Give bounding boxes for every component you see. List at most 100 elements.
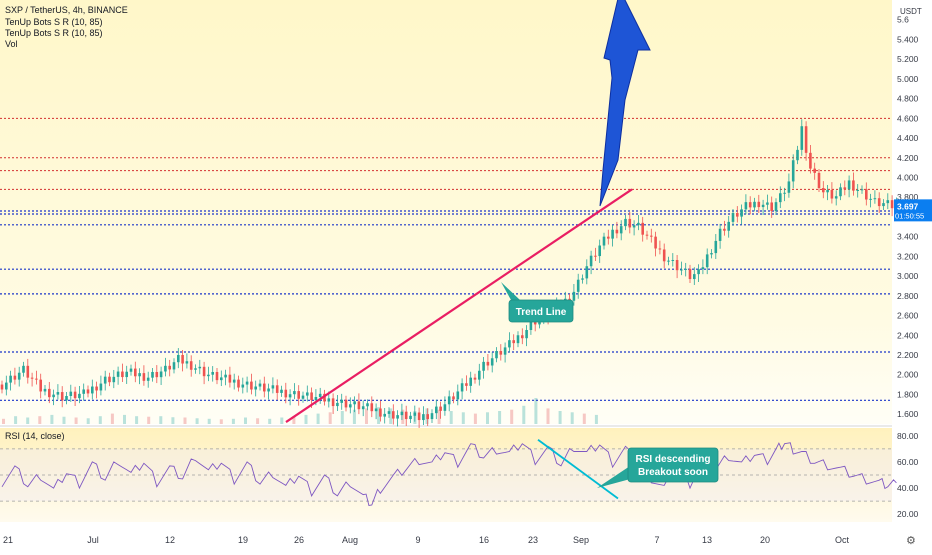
candle-body (215, 371, 219, 381)
candle-body (826, 189, 829, 193)
candle-body (723, 228, 726, 231)
candle-body (224, 374, 227, 378)
price-tick-label: 3.400 (897, 232, 919, 242)
candle-body (155, 371, 159, 378)
candle-body (9, 375, 12, 383)
volume-bar (62, 416, 66, 424)
rsi-tick-label: 40.00 (897, 483, 919, 493)
time-tick-label: 7 (654, 535, 659, 545)
candle-body (572, 291, 576, 301)
candle-body (164, 365, 167, 372)
candle-body (736, 212, 739, 217)
candle-body (400, 411, 404, 416)
candle-body (680, 269, 683, 271)
candle-body (245, 381, 249, 385)
candle-body (521, 335, 524, 339)
candle-body (250, 381, 253, 390)
rsi-tick-label: 60.00 (897, 457, 919, 467)
rsi-legend[interactable]: RSI (14, close) (5, 431, 65, 441)
time-tick-label: Sep (573, 535, 589, 545)
candle-body (258, 383, 262, 387)
candle-body (263, 383, 266, 392)
trend-line-callout[interactable]: Trend Line (501, 282, 574, 323)
candle-body (349, 404, 352, 408)
candle-body (207, 374, 210, 377)
candle-body (645, 234, 649, 236)
candle-body (822, 188, 825, 193)
candle-body (830, 189, 834, 199)
candle-body (486, 361, 490, 366)
volume-bar (570, 412, 574, 424)
candle-body (748, 202, 752, 208)
candle-body (374, 408, 378, 412)
candle-body (17, 372, 21, 380)
time-tick-label: Aug (342, 535, 358, 545)
candle-body (95, 386, 98, 391)
candle-body (288, 394, 292, 398)
candle-body (473, 377, 477, 380)
candle-body (701, 267, 705, 270)
volume-bar (582, 413, 586, 424)
volume-bar (328, 412, 332, 424)
candle-body (581, 278, 584, 280)
volume-bar (377, 407, 381, 424)
candle-body (198, 366, 202, 369)
candle-body (43, 388, 47, 392)
candle-body (482, 361, 485, 371)
candle-body (714, 240, 718, 254)
candle-body (387, 411, 391, 414)
price-tick-label: 5.400 (897, 34, 919, 44)
indicator-legend-1[interactable]: TenUp Bots S R (10, 85) (5, 17, 103, 27)
rsi-trend-line (537, 439, 619, 500)
candle-body (865, 189, 868, 200)
price-tick-label: 4.800 (897, 94, 919, 104)
candle-body (693, 274, 696, 280)
candle-body (469, 377, 472, 386)
volume-bar (244, 417, 247, 424)
candle-body (705, 254, 709, 268)
candle-body (533, 321, 537, 325)
candle-body (65, 395, 68, 401)
volume-bar (437, 409, 441, 424)
candle-body (787, 181, 791, 193)
rsi-tick-label: 20.00 (897, 509, 919, 519)
candle-body (202, 366, 206, 377)
candle-body (761, 204, 765, 208)
candle-body (134, 368, 137, 377)
candle-body (112, 376, 116, 383)
candle-body (847, 180, 851, 190)
candle-body (357, 401, 361, 410)
candle-body (757, 201, 761, 208)
time-tick-label: 13 (702, 535, 712, 545)
candle-body (882, 203, 885, 207)
candle-body (804, 126, 808, 153)
symbol-title[interactable]: SXP / TetherUS, 4h, BINANCE (5, 5, 128, 15)
candle-body (297, 391, 300, 399)
volume-bar (486, 412, 489, 424)
candle-body (877, 198, 881, 207)
candle-body (589, 255, 593, 267)
candle-body (796, 149, 799, 161)
volume-legend[interactable]: Vol (5, 39, 18, 49)
candle-body (323, 393, 326, 402)
rsi-callout[interactable]: RSI descending Breakout soon (597, 447, 719, 488)
candle-body (189, 361, 193, 370)
indicator-legend-2[interactable]: TenUp Bots S R (10, 85) (5, 28, 103, 38)
volume-bar (292, 416, 296, 424)
candle-body (103, 376, 107, 384)
candle-body (318, 393, 322, 397)
candle-body (185, 361, 189, 364)
candle-body (82, 389, 85, 394)
gear-icon[interactable]: ⚙ (906, 535, 916, 547)
last-price-badge[interactable] (894, 199, 932, 222)
volume-bar (304, 414, 308, 424)
candle-body (314, 396, 318, 401)
candle-body (602, 236, 606, 246)
candle-body (383, 413, 386, 417)
candle-body (873, 198, 877, 200)
time-tick-label: 9 (415, 535, 420, 545)
candle-body (370, 403, 374, 412)
price-tick-label: 5.200 (897, 54, 919, 64)
trend-line (285, 188, 633, 423)
